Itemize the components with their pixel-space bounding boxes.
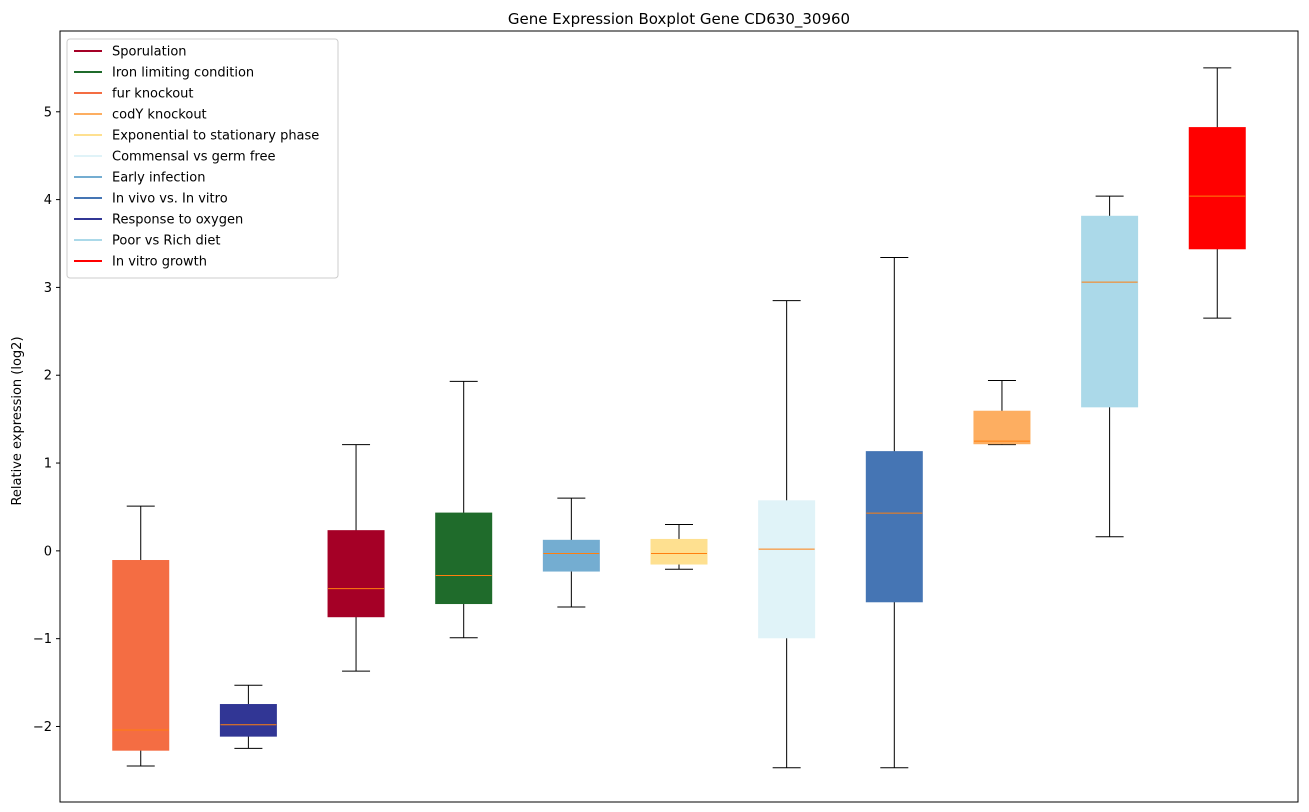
box <box>327 530 385 618</box>
legend-label: Commensal vs germ free <box>112 150 275 165</box>
y-tick-label: 2 <box>44 369 52 384</box>
box-series <box>112 67 1246 769</box>
box <box>758 500 816 639</box>
box-group <box>435 380 493 639</box>
legend-item: fur knockout <box>74 87 194 102</box>
y-tick-label: 3 <box>44 281 52 296</box>
legend-label: In vivo vs. In vitro <box>112 192 228 207</box>
plot-frame <box>59 30 1299 803</box>
box-group <box>219 684 277 749</box>
legend-item: Exponential to stationary phase <box>74 129 319 144</box>
legend-label: Early infection <box>112 171 205 186</box>
legend-item: Early infection <box>74 171 205 186</box>
box <box>1081 215 1139 408</box>
box <box>1188 127 1246 250</box>
legend-item: codY knockout <box>74 108 207 123</box>
legend-item: Response to oxygen <box>74 213 243 228</box>
box <box>973 410 1031 445</box>
box <box>650 538 708 565</box>
box-group <box>650 524 708 570</box>
y-axis: −2 −1 0 1 2 3 4 5 <box>33 105 60 735</box>
y-axis-label: Relative expression (log2) <box>10 336 25 505</box>
legend-item: Iron limiting condition <box>74 66 254 81</box>
box <box>865 451 923 603</box>
box <box>112 560 170 751</box>
y-tick-label: 4 <box>44 193 52 208</box>
chart-title: Gene Expression Boxplot Gene CD630_30960 <box>508 10 850 29</box>
y-tick-label: −2 <box>33 720 52 735</box>
legend: Sporulation Iron limiting condition fur kn… <box>66 38 339 279</box>
y-tick-label: 5 <box>44 105 52 120</box>
legend-label: Poor vs Rich diet <box>112 234 220 249</box>
box-group <box>112 505 170 767</box>
legend-box <box>66 38 339 279</box>
box <box>542 539 600 572</box>
box-group <box>327 444 385 672</box>
y-tick-label: 0 <box>44 544 52 559</box>
box-group <box>1188 67 1246 319</box>
legend-item: Commensal vs germ free <box>74 150 275 165</box>
box-group <box>973 379 1031 446</box>
y-tick-label: −1 <box>33 632 52 647</box>
y-tick-label: 1 <box>44 457 52 472</box>
legend-item: In vivo vs. In vitro <box>74 192 228 207</box>
box-group <box>1081 195 1139 538</box>
legend-item: In vitro growth <box>74 255 207 270</box>
legend-label: fur knockout <box>112 87 194 102</box>
box-group <box>542 497 600 608</box>
legend-item: Poor vs Rich diet <box>74 234 220 249</box>
box <box>435 512 493 605</box>
box-group <box>865 257 923 769</box>
box-group <box>758 300 816 769</box>
legend-label: Sporulation <box>112 45 187 60</box>
legend-label: Iron limiting condition <box>112 66 254 81</box>
legend-label: codY knockout <box>112 108 207 123</box>
legend-label: Exponential to stationary phase <box>112 129 319 144</box>
box <box>219 704 277 737</box>
legend-label: Response to oxygen <box>112 213 243 228</box>
legend-label: In vitro growth <box>112 255 207 270</box>
legend-item: Sporulation <box>74 45 187 60</box>
